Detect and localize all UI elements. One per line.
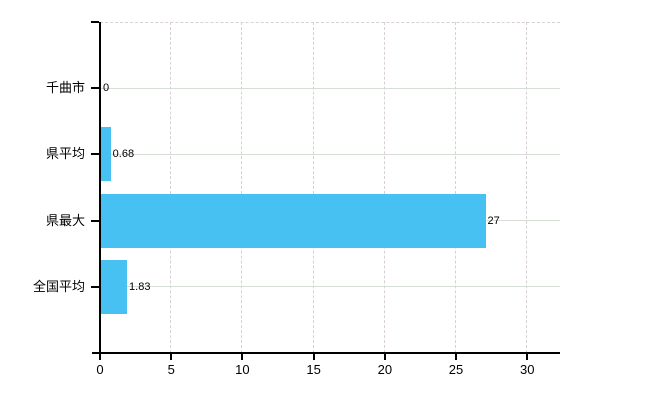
bar bbox=[101, 127, 111, 182]
x-axis-tick bbox=[99, 352, 101, 360]
value-label: 1.83 bbox=[129, 280, 151, 293]
category-label: 全国平均 bbox=[32, 278, 85, 294]
x-axis-tick bbox=[312, 352, 315, 360]
value-label: 0.68 bbox=[112, 148, 135, 161]
x-gridline bbox=[241, 22, 243, 353]
x-tick-label: 0 bbox=[96, 362, 104, 377]
y-gridline bbox=[100, 87, 560, 89]
x-axis-tick bbox=[383, 352, 386, 360]
y-gridline bbox=[100, 286, 560, 288]
x-axis-tick bbox=[526, 352, 529, 360]
y-axis bbox=[99, 22, 101, 354]
x-gridline bbox=[526, 22, 528, 353]
plot-area: 0 5 10 15 20 25 30 千曲市 0 県平均 0.68 県最大 27 全国平均 1.83 bbox=[33, 21, 560, 377]
y-gridline bbox=[100, 153, 560, 155]
value-label: 27 bbox=[487, 214, 500, 227]
plot-top-gridline bbox=[100, 22, 560, 23]
category-label: 県平均 bbox=[45, 146, 85, 162]
y-axis-tick bbox=[91, 219, 99, 222]
x-axis bbox=[92, 352, 560, 354]
x-tick-label: 20 bbox=[377, 362, 393, 377]
y-axis-tick bbox=[91, 285, 99, 288]
bar bbox=[101, 193, 486, 248]
x-gridline bbox=[455, 22, 457, 353]
x-tick-label: 30 bbox=[520, 362, 535, 377]
category-label: 千曲市 bbox=[45, 80, 85, 96]
y-axis-tick bbox=[91, 153, 99, 156]
y-axis-top-tick bbox=[91, 21, 99, 23]
x-tick-label: 15 bbox=[306, 362, 321, 377]
bar bbox=[101, 259, 128, 314]
x-gridline bbox=[383, 22, 385, 353]
x-tick-label: 5 bbox=[167, 362, 175, 377]
x-axis-tick bbox=[170, 352, 173, 360]
x-gridline bbox=[170, 22, 172, 353]
value-label: 0 bbox=[103, 82, 110, 95]
x-axis-tick bbox=[241, 352, 244, 360]
y-axis-tick bbox=[91, 87, 99, 90]
x-axis-tick bbox=[455, 352, 458, 360]
x-tick-label: 25 bbox=[448, 362, 464, 377]
category-label: 県最大 bbox=[45, 212, 85, 228]
x-tick-label: 10 bbox=[235, 362, 250, 377]
x-gridline bbox=[312, 22, 314, 353]
